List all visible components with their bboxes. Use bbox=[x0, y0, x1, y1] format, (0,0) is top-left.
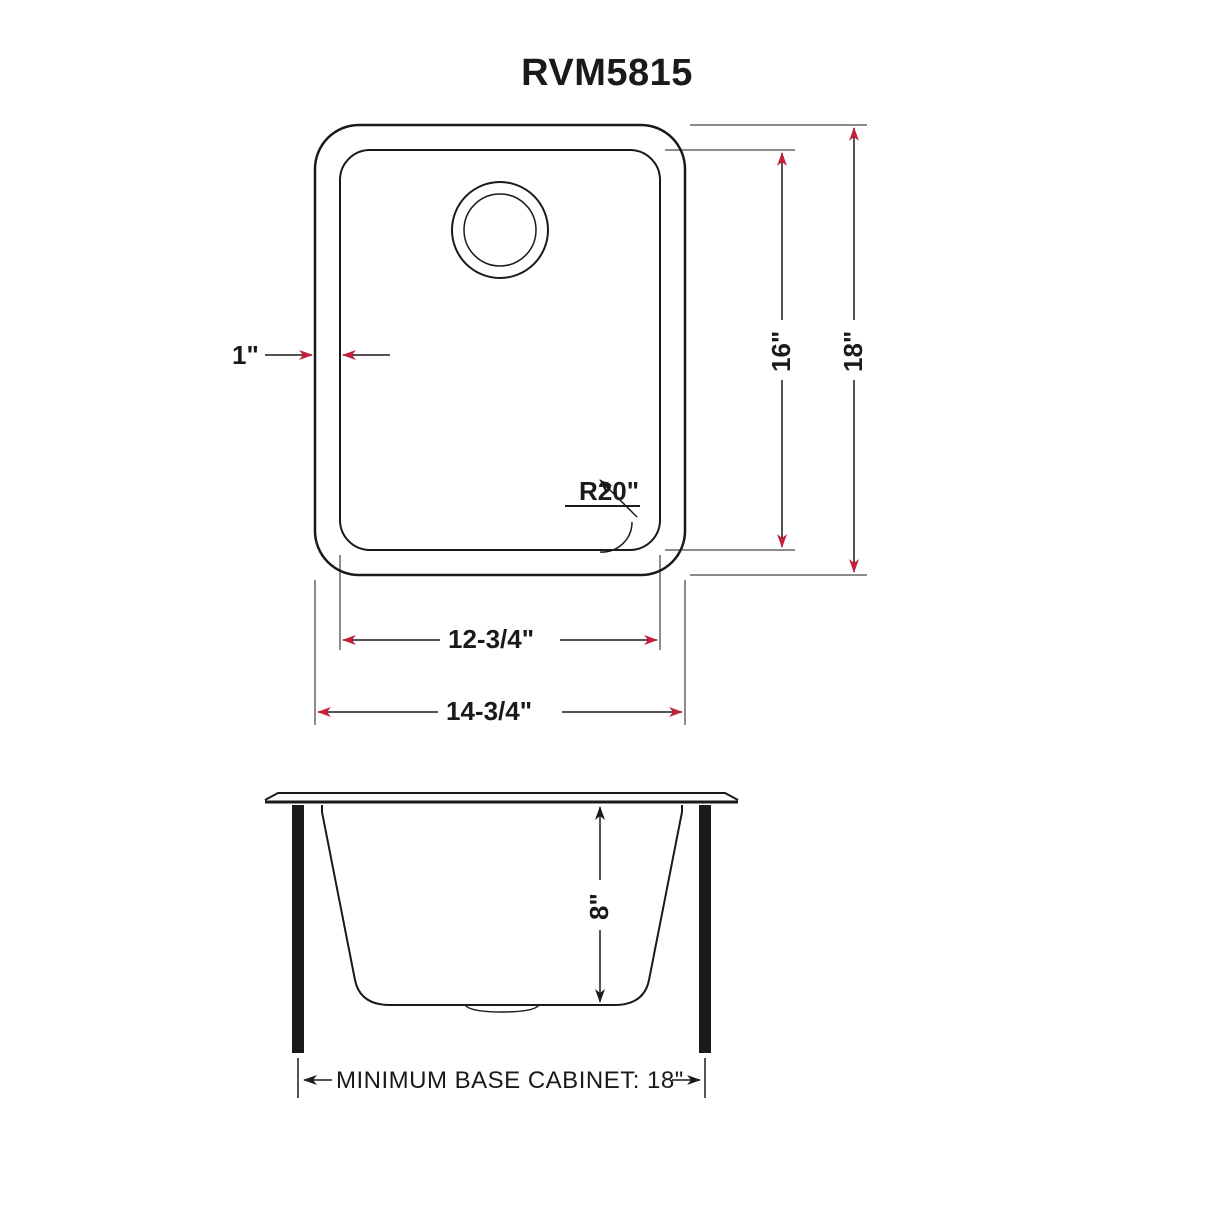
dim-min-cabinet: MINIMUM BASE CABINET: 18" bbox=[298, 1058, 705, 1098]
inner-height-label: 16" bbox=[766, 331, 796, 372]
min-cabinet-label: MINIMUM BASE CABINET: 18" bbox=[336, 1067, 684, 1094]
dim-outer-height: 18" bbox=[838, 128, 870, 572]
dim-inner-height: 16" bbox=[766, 153, 798, 547]
outer-width-label: 14-3/4" bbox=[446, 696, 532, 726]
drain-outer bbox=[452, 182, 548, 278]
dim-inner-width: 12-3/4" bbox=[343, 618, 657, 654]
depth-label: 8" bbox=[584, 893, 614, 920]
cabinet-wall-left bbox=[292, 805, 304, 1053]
radius-label: R20" bbox=[579, 476, 639, 506]
front-view: 8" MINIMUM BASE CABINET: 18" bbox=[265, 793, 738, 1098]
rim-label: 1" bbox=[232, 340, 259, 370]
dim-outer-width: 14-3/4" bbox=[318, 690, 682, 726]
bowl-profile bbox=[322, 805, 682, 1005]
dim-depth: 8" bbox=[584, 807, 616, 1002]
inner-width-label: 12-3/4" bbox=[448, 624, 534, 654]
outer-height-label: 18" bbox=[838, 331, 868, 372]
top-view: R20" 1" 12-3/4" 14-3/4" bbox=[232, 125, 870, 726]
sink-outer-rim bbox=[315, 125, 685, 575]
diagram-svg: R20" 1" 12-3/4" 14-3/4" bbox=[0, 0, 1214, 1218]
dim-rim: 1" bbox=[232, 340, 390, 370]
cabinet-wall-right bbox=[699, 805, 711, 1053]
drain-profile bbox=[465, 1005, 539, 1012]
radius-callout: R20" bbox=[565, 476, 640, 552]
drain-inner bbox=[464, 194, 536, 266]
